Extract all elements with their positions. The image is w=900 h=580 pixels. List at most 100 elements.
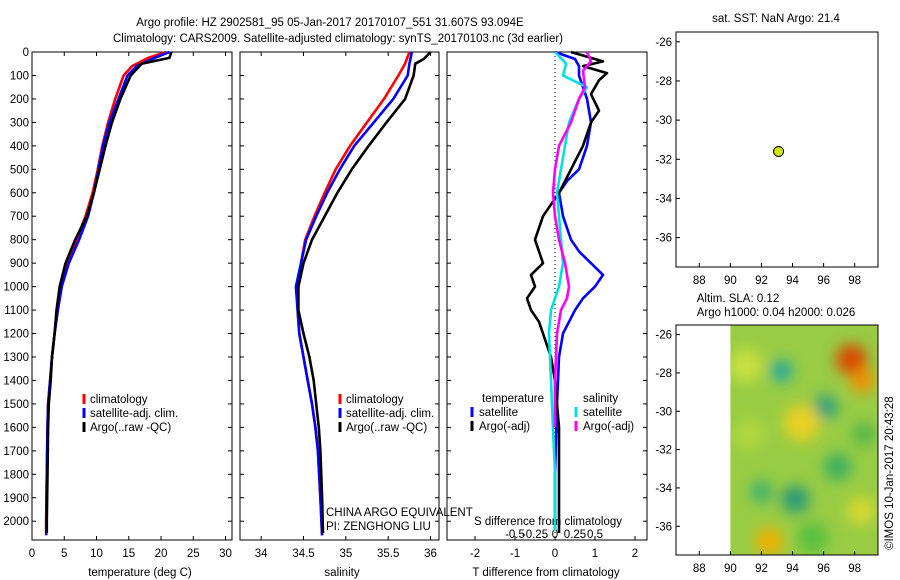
temperature-ytick-label: 500 <box>10 164 29 176</box>
sla-heatmap-cell <box>730 348 764 383</box>
sla-heatmap-cell <box>783 404 821 442</box>
sla-map-title: Altim. SLA: 0.12 <box>697 293 779 305</box>
footer-stamp: ©IMOS 10-Jan-2017 20:43:28 <box>884 396 896 550</box>
sla-map-xtick-label: 88 <box>693 563 706 575</box>
temperature-xtick-label: 25 <box>187 548 200 560</box>
sst-map-ytick-label: -36 <box>655 233 672 245</box>
temperature-ytick-label: 600 <box>10 188 29 200</box>
salinity-xtick-label: 34 <box>255 548 268 560</box>
sst-map-ytick-label: -26 <box>655 37 672 49</box>
temperature-xtick-label: 30 <box>219 548 232 560</box>
sla-map-xtick-label: 92 <box>755 563 768 575</box>
sla-heatmap-cell <box>755 527 784 555</box>
temperature-ytick-label: 1200 <box>3 329 29 341</box>
sla-map-xtick-label: 96 <box>817 563 830 575</box>
difference-xtick-label: 1 <box>592 548 598 560</box>
sst-map-title: sat. SST: NaN Argo: 21.4 <box>712 13 840 25</box>
sla-map-subtitle: Argo h1000: 0.04 h2000: 0.026 <box>697 307 856 319</box>
sst-map-xtick-label: 92 <box>755 275 768 287</box>
salinity-legend-label: Argo(..raw -QC) <box>346 422 427 434</box>
sla-heatmap-cell <box>850 368 875 394</box>
temperature-xtick-label: 20 <box>155 548 168 560</box>
temperature-xtick-label: 10 <box>90 548 103 560</box>
difference-s-tick-label: -0.5 <box>505 529 525 541</box>
footer-line-2: PI: ZENGHONG LIU <box>326 521 431 533</box>
salinity-xlabel: salinity <box>324 567 359 579</box>
sla-map-xtick-label: 98 <box>848 563 861 575</box>
temperature-ytick-label: 800 <box>10 235 29 247</box>
sst-map-ytick-label: -34 <box>655 193 672 205</box>
temperature-ytick-label: 900 <box>10 258 29 270</box>
difference-legend-label: Argo(-adj) <box>583 421 634 433</box>
salinity-legend-label: climatology <box>346 394 404 406</box>
sla-map-xtick-label: 94 <box>786 563 799 575</box>
title-line-2: Climatology: CARS2009. Satellite-adjuste… <box>113 33 563 45</box>
sst-map-ytick-label: -32 <box>655 154 672 166</box>
difference-xtick-label: 0 <box>552 548 558 560</box>
sst-map-xtick-label: 96 <box>817 275 830 287</box>
temperature-legend-label: Argo(..raw -QC) <box>90 422 171 434</box>
difference-xlabel-top: S difference from climatology <box>474 516 622 528</box>
temperature-ytick-label: 700 <box>10 211 29 223</box>
sla-map-ytick-label: -30 <box>655 406 672 418</box>
sla-heatmap-cell <box>770 360 793 382</box>
temperature-xtick-label: 15 <box>122 548 135 560</box>
difference-series-line <box>551 51 593 428</box>
salinity-axes <box>239 51 440 541</box>
temperature-xtick-label: 0 <box>29 548 35 560</box>
title-line-1: Argo profile: HZ 2902581_95 05-Jan-2017 … <box>136 17 524 29</box>
sst-map-ytick-label: -28 <box>655 76 672 88</box>
salinity-xtick-label: 35.5 <box>377 548 399 560</box>
temperature-ytick-label: 400 <box>10 141 29 153</box>
temperature-ytick-label: 2000 <box>3 516 29 528</box>
temperature-ytick-label: 1500 <box>3 399 29 411</box>
salinity-legend-label: satellite-adj. clim. <box>346 408 434 420</box>
salinity-series-line <box>297 51 432 534</box>
sla-heatmap <box>730 325 878 555</box>
sla-map-ytick-label: -36 <box>655 521 672 533</box>
difference-s-tick-label: -0.25 <box>522 529 548 541</box>
salinity-xtick-label: 36 <box>424 548 437 560</box>
temperature-axes <box>31 51 233 541</box>
salinity-xtick-label: 34.5 <box>292 548 314 560</box>
difference-xtick-label: -2 <box>470 548 480 560</box>
difference-legend-label: Argo(-adj) <box>479 421 530 433</box>
sla-map-frame <box>675 324 879 556</box>
temperature-ytick-label: 1300 <box>3 352 29 364</box>
sla-heatmap-cell <box>797 522 829 554</box>
temperature-ytick-label: 200 <box>10 94 29 106</box>
difference-xlabel: T difference from climatology <box>472 567 619 579</box>
temperature-ytick-label: 300 <box>10 117 29 129</box>
temperature-ytick-label: 1000 <box>3 282 29 294</box>
sst-map-ytick-label: -30 <box>655 115 672 127</box>
difference-s-tick-label: 0.25 <box>564 529 586 541</box>
temperature-ytick-label: 100 <box>10 70 29 82</box>
difference-legend-label: satellite <box>479 407 518 419</box>
difference-xtick-label: 2 <box>632 548 638 560</box>
sla-map-ytick-label: -26 <box>655 330 672 342</box>
sla-map-xtick-label: 90 <box>724 563 737 575</box>
difference-legend-label: satellite <box>583 407 622 419</box>
sla-heatmap-cell <box>851 421 877 447</box>
temperature-xtick-label: 5 <box>61 548 67 560</box>
sla-heatmap-cell <box>836 343 868 376</box>
salinity-series-line <box>294 51 414 536</box>
sla-heatmap-cell <box>823 452 852 481</box>
sst-map-xtick-label: 98 <box>848 275 861 287</box>
temperature-ytick-label: 1400 <box>3 375 29 387</box>
sla-heatmap-cell <box>781 485 810 514</box>
temperature-ytick-label: 1700 <box>3 446 29 458</box>
difference-legend-title: salinity <box>583 393 618 405</box>
temperature-xlabel: temperature (deg C) <box>88 567 192 579</box>
salinity-xtick-label: 35 <box>339 548 352 560</box>
footer-line-1: CHINA ARGO EQUIVALENT <box>326 507 473 519</box>
sla-heatmap-cell <box>812 394 838 420</box>
sla-heatmap-cell <box>733 418 765 450</box>
temperature-series-line <box>45 51 173 533</box>
difference-s-tick-label: 0 <box>552 529 558 541</box>
sla-heatmap-blobs <box>730 343 877 555</box>
sst-map-xtick-label: 90 <box>724 275 737 287</box>
temperature-ytick-label: 0 <box>23 47 29 59</box>
sst-map-xtick-label: 88 <box>693 275 706 287</box>
difference-legend-title: temperature <box>482 393 544 405</box>
